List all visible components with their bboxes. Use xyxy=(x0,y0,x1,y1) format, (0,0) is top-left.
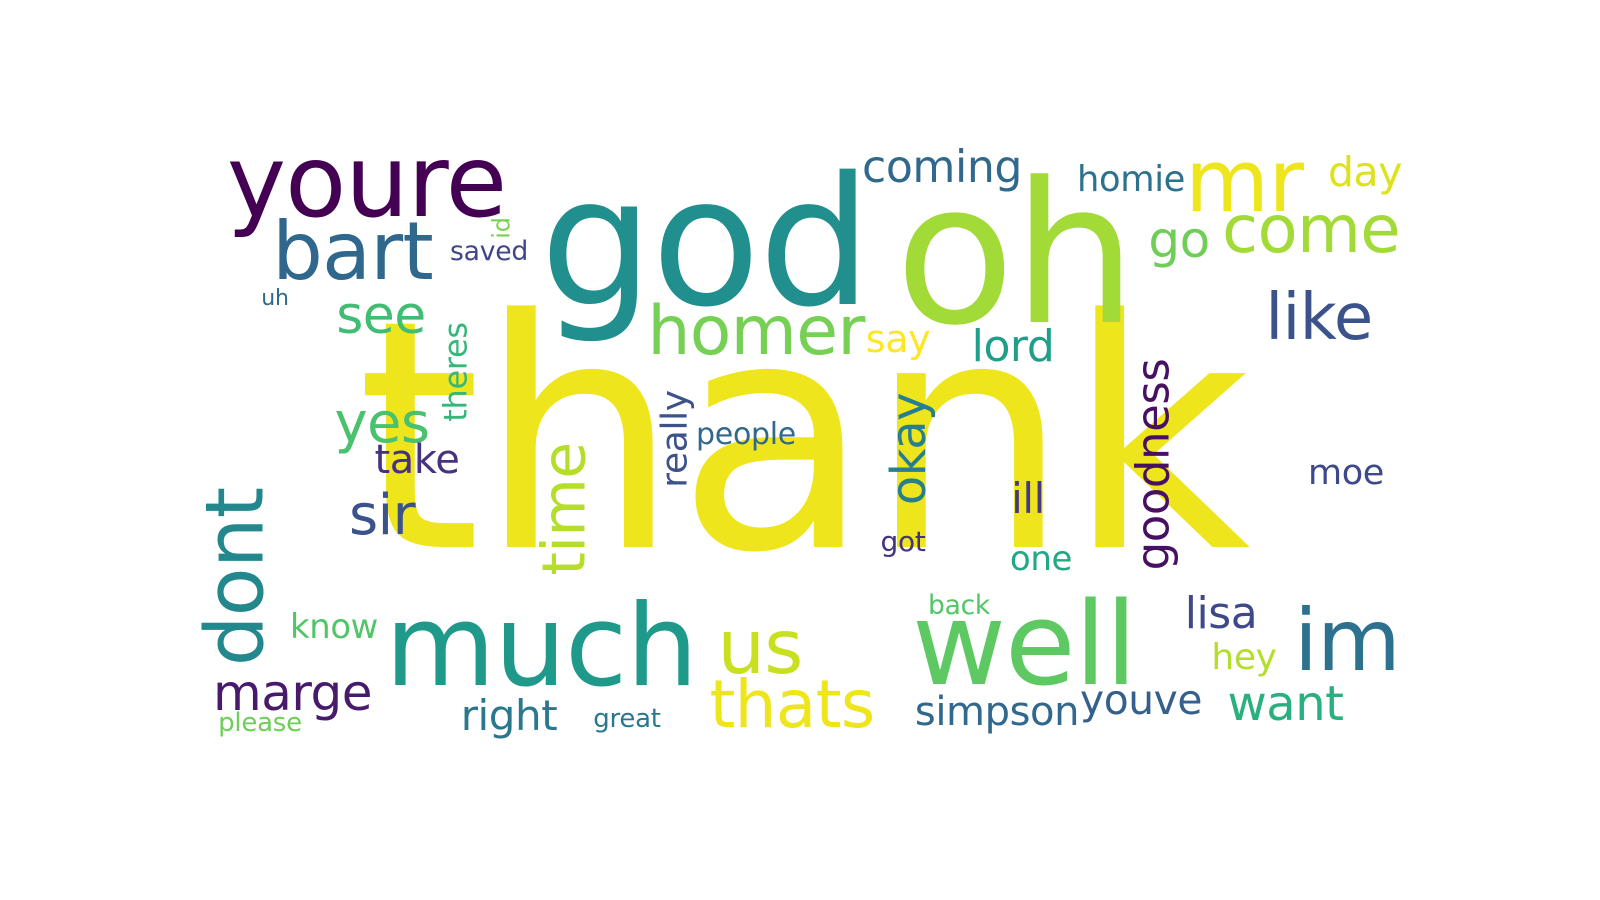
word-god: god xyxy=(540,139,872,347)
word-homer: homer xyxy=(647,292,865,371)
word-back: back xyxy=(928,589,990,621)
word-coming: coming xyxy=(862,141,1022,193)
word-much: much xyxy=(385,580,698,713)
word-okay: okay xyxy=(880,392,937,506)
word-please: please xyxy=(218,708,302,738)
word-one: one xyxy=(1009,539,1073,579)
word-well: well xyxy=(911,578,1137,712)
word-thank: thank xyxy=(356,252,1251,622)
word-saved: saved xyxy=(450,235,528,267)
word-great: great xyxy=(593,704,661,734)
word-want: want xyxy=(1227,676,1344,732)
word-go: go xyxy=(1148,211,1210,269)
word-theres: theres xyxy=(436,322,475,422)
word-got: got xyxy=(880,525,926,558)
word-like: like xyxy=(1265,281,1373,355)
word-id: id xyxy=(488,217,516,239)
word-marge: marge xyxy=(212,664,373,722)
word-oh: oh xyxy=(895,141,1137,370)
word-right: right xyxy=(460,691,558,740)
word-lord: lord xyxy=(971,321,1055,372)
word-really: really xyxy=(655,390,696,488)
word-youre: youre xyxy=(226,123,507,240)
word-im: im xyxy=(1294,591,1401,691)
word-moe: moe xyxy=(1308,452,1384,493)
word-thats: thats xyxy=(709,666,875,743)
word-see: see xyxy=(336,286,426,346)
word-day: day xyxy=(1328,147,1402,196)
word-ill: ill xyxy=(1011,474,1045,523)
word-know: know xyxy=(290,607,378,647)
word-people: people xyxy=(696,417,796,452)
word-dont: dont xyxy=(187,487,281,667)
word-homie: homie xyxy=(1077,159,1185,201)
word-time: time xyxy=(529,442,600,576)
word-simpson: simpson xyxy=(914,689,1080,735)
word-uh: uh xyxy=(261,286,289,311)
word-say: say xyxy=(865,317,931,361)
word-us: us xyxy=(717,603,803,691)
word-bart: bart xyxy=(272,205,434,298)
word-come: come xyxy=(1222,192,1401,269)
word-hey: hey xyxy=(1211,637,1277,678)
word-sir: sir xyxy=(348,483,416,548)
word-lisa: lisa xyxy=(1184,588,1258,639)
word-goodness: goodness xyxy=(1125,358,1179,570)
word-yes: yes xyxy=(334,391,430,456)
word-take: take xyxy=(374,437,460,483)
word-mr: mr xyxy=(1185,131,1304,232)
word-youve: youve xyxy=(1080,675,1202,724)
